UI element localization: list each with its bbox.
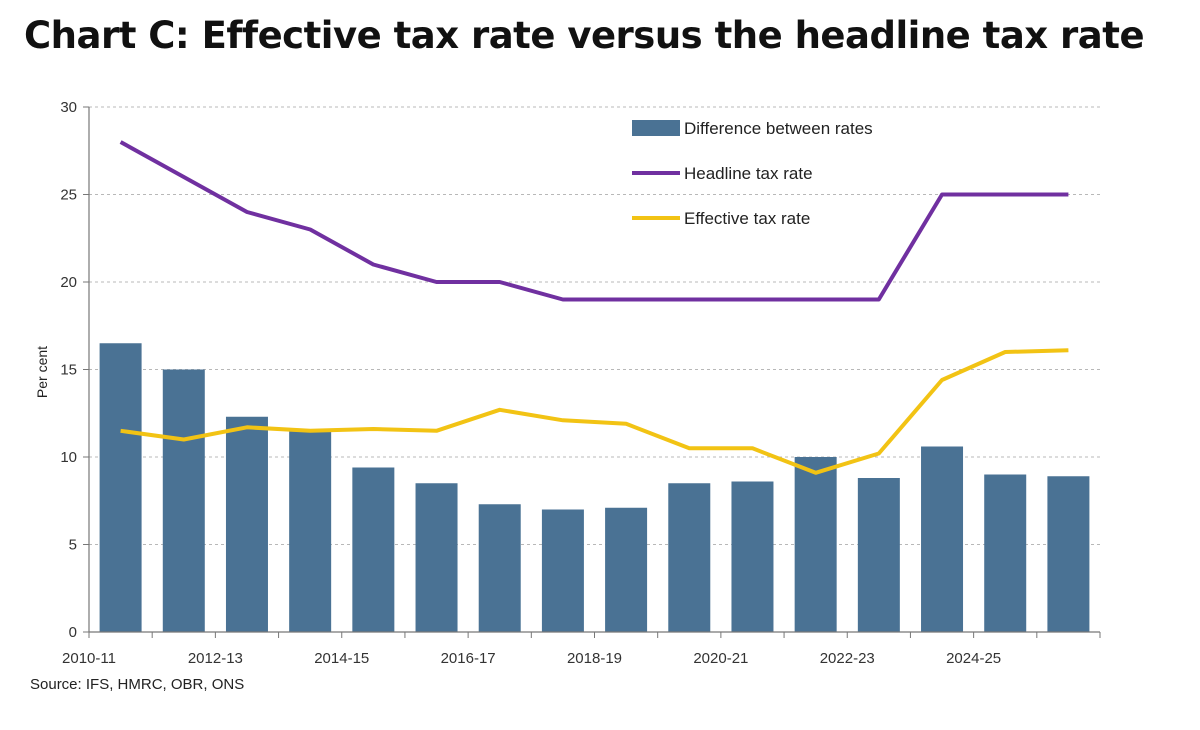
legend-item: Difference between rates [632, 119, 873, 138]
bar [225, 416, 268, 632]
y-tick-label: 30 [60, 99, 77, 116]
legend-label: Effective tax rate [684, 209, 810, 228]
bar [352, 467, 395, 632]
y-tick-label: 0 [69, 624, 77, 641]
y-tick-label: 25 [60, 187, 77, 204]
effective-tax-rate-line [120, 348, 1069, 475]
bar [668, 483, 711, 632]
y-tick-label: 10 [60, 449, 77, 466]
legend-label: Difference between rates [684, 119, 873, 138]
x-tick-label: 2014-15 [314, 650, 369, 667]
y-tick-label: 20 [60, 274, 77, 291]
bar [162, 369, 205, 632]
x-tick-label: 2022-23 [820, 650, 875, 667]
x-tick-label: 2016-17 [441, 650, 496, 667]
x-tick-labels: 2010-11 2012-13 2014-15 2016-17 2018-19 2020-… [62, 650, 1001, 667]
headline-tax-rate-line [119, 140, 1069, 302]
bar-series [99, 343, 1090, 632]
bar [478, 504, 521, 632]
x-tick-label: 2020-21 [693, 650, 748, 667]
bar [415, 483, 458, 632]
bar [541, 509, 584, 632]
bar [794, 457, 837, 632]
y-tick-labels: 0 5 10 15 20 25 30 [60, 99, 77, 641]
bar [605, 507, 648, 632]
line-series [119, 140, 1069, 475]
legend-label: Headline tax rate [684, 164, 813, 183]
bar [921, 446, 964, 632]
y-tick-label: 5 [69, 537, 77, 554]
x-tick-label: 2012-13 [188, 650, 243, 667]
y-axis-label: Per cent [34, 346, 50, 398]
bar [289, 430, 332, 632]
chart-title: Chart C: Effective tax rate versus the h… [24, 14, 1145, 57]
axes [83, 106, 1101, 638]
x-tick-label: 2024-25 [946, 650, 1001, 667]
y-tick-label: 15 [60, 362, 77, 379]
bar [857, 478, 900, 632]
bar [99, 343, 142, 632]
legend-swatch [632, 120, 680, 136]
bar [731, 481, 774, 632]
legend-item: Effective tax rate [632, 209, 810, 228]
bar [984, 474, 1027, 632]
x-tick-label: 2010-11 [62, 650, 116, 667]
legend-item: Headline tax rate [632, 164, 813, 183]
source-note: Source: IFS, HMRC, OBR, ONS [30, 676, 245, 693]
bar [1047, 476, 1090, 632]
legend: Difference between rates Headline tax rat… [632, 119, 873, 228]
x-tick-label: 2018-19 [567, 650, 622, 667]
